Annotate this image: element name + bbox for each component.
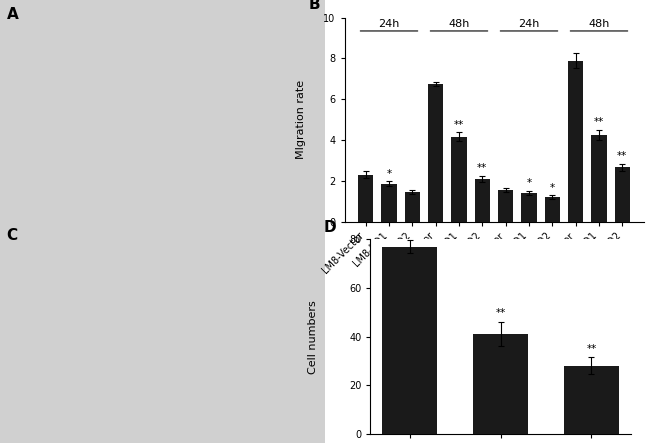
Bar <box>498 190 514 222</box>
Text: 24h: 24h <box>378 19 400 29</box>
Text: **: ** <box>477 163 488 173</box>
Bar <box>474 179 490 222</box>
Bar <box>382 184 396 222</box>
Text: D: D <box>324 220 336 235</box>
Bar <box>545 197 560 222</box>
Bar <box>405 192 420 222</box>
Text: C: C <box>6 228 18 243</box>
Text: 48h: 48h <box>448 19 470 29</box>
Text: A: A <box>6 7 18 22</box>
Bar <box>428 84 443 222</box>
Text: **: ** <box>594 117 604 127</box>
Text: *: * <box>387 169 391 179</box>
Text: 48h: 48h <box>588 19 610 29</box>
Text: *: * <box>550 183 555 193</box>
Bar <box>592 135 606 222</box>
Bar <box>615 167 630 222</box>
Bar <box>382 246 437 434</box>
Text: **: ** <box>618 152 627 161</box>
Bar <box>521 193 537 222</box>
Bar <box>473 334 528 434</box>
Text: **: ** <box>495 308 506 319</box>
Bar <box>564 366 619 434</box>
Bar <box>568 61 583 222</box>
Bar <box>358 175 373 222</box>
Y-axis label: Cell numbers: Cell numbers <box>309 300 318 373</box>
Bar <box>451 137 467 222</box>
Text: B: B <box>309 0 320 12</box>
Text: **: ** <box>454 120 464 130</box>
Text: **: ** <box>586 344 597 354</box>
Y-axis label: MIgration rate: MIgration rate <box>296 80 306 159</box>
Text: *: * <box>526 179 532 188</box>
Text: 24h: 24h <box>518 19 540 29</box>
